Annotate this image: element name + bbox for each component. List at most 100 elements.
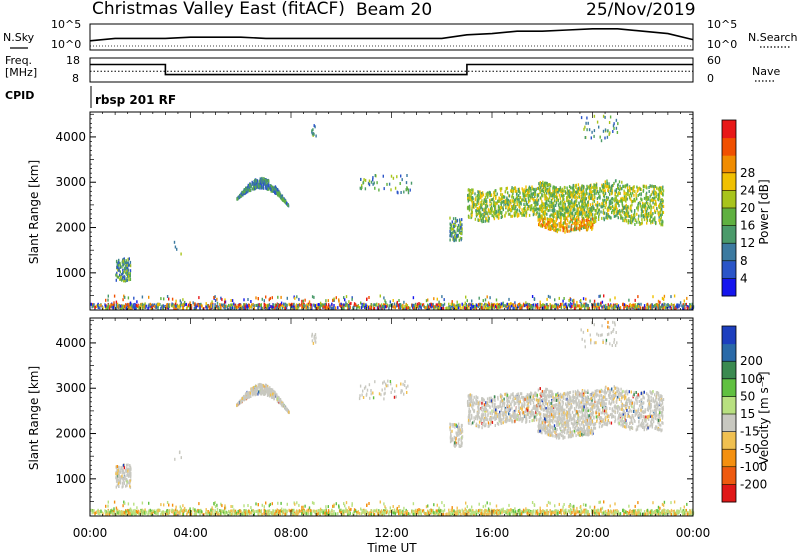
- power-point: [563, 305, 565, 309]
- power-point: [584, 210, 586, 214]
- power-point: [116, 259, 118, 263]
- power-point: [560, 193, 562, 197]
- power-point: [616, 304, 619, 308]
- power-point: [310, 303, 312, 307]
- power-point: [645, 214, 647, 218]
- power-point: [467, 195, 469, 199]
- power-point: [181, 306, 184, 310]
- power-point: [528, 185, 531, 189]
- power-point: [574, 193, 577, 197]
- velocity-point: [168, 511, 171, 515]
- power-point: [583, 304, 585, 308]
- power-point: [604, 115, 606, 119]
- power-point: [658, 210, 660, 214]
- power-point: [531, 187, 533, 191]
- power-point: [528, 204, 530, 208]
- power-point: [478, 193, 480, 197]
- power-point: [608, 133, 610, 136]
- power-point: [547, 218, 550, 221]
- power-point: [396, 175, 398, 179]
- power-point: [586, 207, 588, 211]
- power-point: [616, 212, 619, 215]
- power-point: [608, 206, 610, 210]
- power-point: [460, 232, 462, 235]
- power-point: [629, 189, 631, 193]
- power-point: [608, 306, 610, 310]
- power-point: [619, 307, 621, 310]
- power-point: [558, 228, 560, 232]
- power-point: [237, 304, 239, 307]
- power-point: [501, 210, 503, 214]
- power-point: [617, 304, 620, 308]
- power-point: [499, 187, 501, 191]
- power-point: [193, 306, 196, 310]
- power-point: [542, 194, 544, 198]
- power-point: [406, 304, 409, 308]
- power-point: [555, 224, 557, 228]
- power-point: [584, 225, 586, 229]
- power-point: [655, 199, 657, 203]
- power-point: [625, 215, 627, 219]
- power-point: [256, 184, 258, 187]
- power-point: [640, 188, 642, 191]
- power-point: [579, 188, 581, 192]
- power-point: [120, 275, 122, 279]
- power-point: [449, 232, 452, 236]
- power-point: [489, 304, 491, 308]
- power-point: [373, 303, 375, 307]
- power-point: [585, 225, 588, 229]
- power-point: [643, 202, 645, 206]
- power-point: [615, 210, 617, 214]
- power-point: [340, 305, 342, 308]
- power-point: [538, 223, 541, 227]
- power-point: [563, 214, 566, 217]
- power-point: [547, 209, 550, 213]
- power-point: [600, 304, 602, 307]
- power-point: [506, 305, 509, 309]
- power-point: [646, 186, 648, 190]
- power-point: [525, 198, 527, 202]
- power-point: [571, 198, 573, 202]
- power-point: [414, 304, 416, 308]
- power-point: [488, 209, 490, 212]
- power-point: [567, 189, 570, 193]
- power-point: [556, 210, 559, 214]
- power-point: [582, 184, 585, 188]
- power-point: [353, 305, 355, 309]
- power-point: [511, 186, 513, 190]
- power-point: [534, 193, 536, 196]
- power-point: [515, 205, 517, 208]
- power-point: [544, 197, 546, 201]
- power-point: [302, 299, 304, 303]
- power-point: [591, 226, 594, 230]
- power-point: [587, 218, 589, 222]
- power-point: [646, 215, 648, 219]
- power-point: [580, 212, 582, 216]
- power-point: [523, 199, 525, 203]
- power-point: [613, 208, 616, 212]
- power-point: [92, 304, 94, 308]
- power-colorbar-swatch: [722, 225, 736, 244]
- power-point: [406, 174, 408, 177]
- power-point: [604, 185, 606, 189]
- power-point: [586, 216, 588, 220]
- power-point: [122, 259, 124, 263]
- power-point: [625, 184, 627, 188]
- power-point: [544, 305, 546, 309]
- power-point: [634, 223, 636, 226]
- power-point: [451, 227, 454, 231]
- power-point: [483, 214, 485, 218]
- power-point: [600, 210, 602, 214]
- power-point: [544, 211, 546, 215]
- power-point: [559, 302, 562, 306]
- power-point: [587, 304, 589, 308]
- power-point: [582, 202, 585, 206]
- power-colorbar-tick-label: 28: [740, 166, 755, 180]
- power-point: [338, 298, 340, 302]
- power-point: [361, 304, 364, 308]
- power-point: [119, 265, 122, 269]
- power-point: [427, 305, 430, 309]
- power-point: [407, 188, 409, 192]
- power-point: [646, 221, 648, 225]
- power-point: [556, 188, 558, 191]
